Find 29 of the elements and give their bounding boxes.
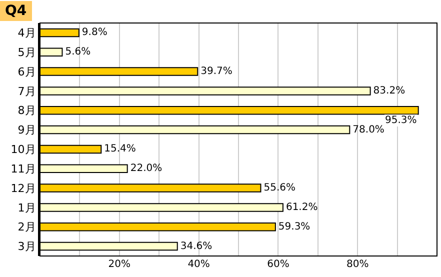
y-tick-label: 7月 — [18, 84, 36, 98]
y-tick-label: 2月 — [18, 220, 36, 234]
y-tick-label: 12月 — [10, 182, 36, 195]
y-tick-label: 6月 — [18, 65, 36, 78]
data-label: 61.2% — [286, 202, 318, 213]
x-tick-label: 60% — [267, 259, 290, 270]
data-label: 5.6% — [65, 46, 91, 58]
y-tick-label: 9月 — [18, 124, 36, 137]
y-tick-label: 10月 — [10, 143, 36, 156]
data-label: 15.4% — [104, 144, 136, 155]
data-label: 83.2% — [373, 85, 406, 96]
data-label: 95.3% — [385, 115, 417, 126]
data-label: 39.7% — [200, 66, 232, 78]
data-label: 34.6% — [180, 240, 212, 252]
data-label: 78.0% — [352, 124, 384, 136]
y-tick-label: 5月 — [18, 46, 36, 59]
data-label: 59.3% — [278, 221, 310, 232]
y-tick-label: 3月 — [18, 240, 36, 254]
y-tick-label: 11月 — [10, 162, 36, 176]
x-tick-label: 80% — [346, 259, 369, 270]
chart-title: Q4 — [0, 1, 32, 21]
y-tick-label: 8月 — [18, 104, 36, 118]
data-label: 55.6% — [264, 182, 296, 194]
y-tick-label: 4月 — [18, 26, 36, 40]
data-label: 9.8% — [82, 27, 108, 38]
y-tick-label: 1月 — [18, 201, 36, 214]
x-tick-label: 40% — [188, 259, 210, 270]
data-label: 22.0% — [130, 163, 162, 174]
x-tick-label: 20% — [108, 259, 131, 270]
